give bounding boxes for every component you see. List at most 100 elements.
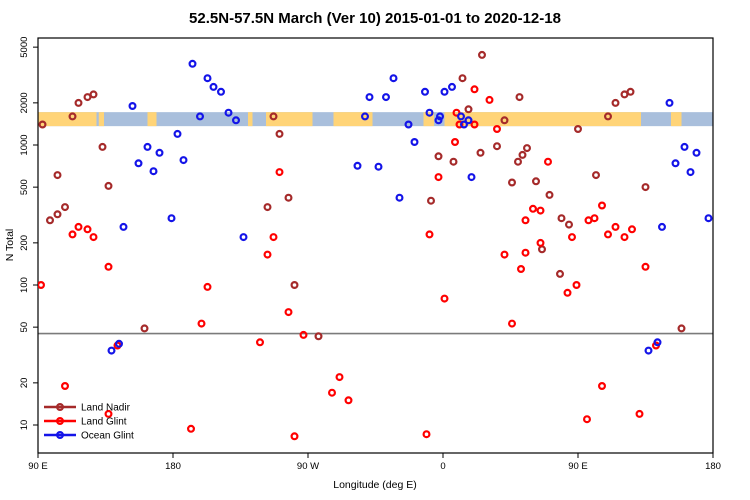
data-point-land-glint	[335, 373, 344, 382]
data-point-land-nadir	[140, 324, 149, 333]
y-tick-label: 10	[19, 420, 30, 431]
data-point-land-glint	[627, 225, 636, 234]
data-point-land-glint	[470, 85, 479, 94]
data-point-ocean-glint	[232, 116, 241, 125]
x-tick-label: 0	[440, 461, 445, 472]
data-point-ocean-glint	[173, 129, 182, 138]
y-tick-label: 20	[19, 378, 30, 389]
data-point-ocean-glint	[395, 193, 404, 202]
data-point-ocean-glint	[365, 93, 374, 102]
data-point-land-glint	[187, 424, 196, 433]
data-point-land-nadir	[38, 120, 47, 129]
data-point-ocean-glint	[671, 159, 680, 168]
band-land-segment	[98, 112, 104, 127]
data-point-land-nadir	[53, 171, 62, 180]
data-point-land-glint	[60, 382, 69, 391]
data-point-land-nadir	[493, 142, 502, 151]
chart-title: 52.5N-57.5N March (Ver 10) 2015-01-01 to…	[189, 10, 561, 27]
data-point-ocean-glint	[155, 148, 164, 157]
data-point-land-nadir	[478, 50, 487, 59]
x-tick-label: 180	[705, 461, 721, 472]
legend-marker-swatch	[55, 403, 64, 412]
data-point-land-glint	[422, 430, 431, 439]
data-point-ocean-glint	[460, 120, 469, 129]
data-point-land-glint	[104, 262, 113, 271]
data-point-land-nadir	[464, 105, 473, 114]
legend-marker-swatch	[55, 417, 64, 426]
data-point-land-glint	[89, 233, 98, 242]
data-point-land-nadir	[314, 332, 323, 341]
data-point-land-nadir	[620, 90, 629, 99]
data-point-land-glint	[263, 250, 272, 259]
data-point-land-nadir	[269, 112, 278, 121]
data-point-land-glint	[493, 124, 502, 133]
band-land-segment	[147, 112, 157, 127]
data-point-land-glint	[440, 294, 449, 303]
data-point-land-nadir	[53, 210, 62, 219]
data-point-land-nadir	[603, 112, 612, 121]
data-point-land-glint	[572, 281, 581, 290]
data-point-land-glint	[275, 168, 284, 177]
data-point-land-glint	[38, 281, 45, 289]
y-tick-label: 50	[19, 322, 30, 333]
data-point-ocean-glint	[128, 101, 137, 110]
data-point-land-nadir	[677, 324, 686, 333]
band-land-segment	[671, 112, 682, 127]
data-point-land-glint	[104, 409, 113, 418]
data-point-land-glint	[485, 95, 494, 104]
data-point-land-glint	[434, 173, 443, 182]
data-point-land-glint	[611, 222, 620, 231]
y-tick-label: 200	[19, 235, 30, 251]
axes-layer: 90 E 180 90 W 0 90 E 180 10 20 50 100 200 500 1000 20…	[19, 37, 721, 472]
data-point-land-nadir	[641, 183, 650, 192]
data-point-land-glint	[584, 216, 593, 225]
y-tick-label: 5000	[19, 37, 30, 58]
data-point-ocean-glint	[410, 138, 419, 147]
data-point-land-glint	[455, 120, 464, 129]
data-point-ocean-glint	[374, 162, 383, 171]
data-point-ocean-glint	[434, 116, 443, 125]
data-point-ocean-glint	[457, 112, 466, 121]
data-point-land-glint	[521, 248, 530, 257]
data-point-land-glint	[563, 288, 572, 297]
data-point-land-glint	[328, 388, 337, 397]
y-tick-label: 2000	[19, 92, 30, 113]
data-point-ocean-glint	[704, 214, 713, 223]
data-point-land-nadir	[500, 116, 509, 125]
data-point-land-nadir	[98, 142, 107, 151]
data-point-land-nadir	[515, 93, 524, 102]
data-point-land-nadir	[45, 216, 54, 225]
data-point-ocean-glint	[440, 87, 449, 96]
data-point-land-nadir	[573, 124, 582, 133]
data-point-land-glint	[641, 262, 650, 271]
data-point-land-glint	[543, 157, 552, 166]
x-tick-label: 90 E	[568, 461, 588, 472]
data-point-ocean-glint	[657, 222, 666, 231]
data-point-land-nadir	[74, 98, 83, 107]
legend-label: Land Nadir	[81, 403, 131, 414]
data-point-land-nadir	[290, 281, 299, 290]
points-layer	[38, 50, 713, 441]
data-point-land-nadir	[555, 269, 564, 278]
data-point-land-nadir	[60, 203, 69, 212]
data-point-ocean-glint	[644, 346, 653, 355]
data-point-ocean-glint	[448, 82, 457, 91]
data-point-ocean-glint	[179, 156, 188, 165]
data-point-ocean-glint	[224, 108, 233, 117]
data-point-land-nadir	[458, 74, 467, 83]
data-point-land-glint	[299, 330, 308, 339]
data-point-land-nadir	[476, 148, 485, 157]
data-point-land-nadir	[275, 129, 284, 138]
data-point-ocean-glint	[114, 339, 123, 348]
data-point-land-nadir	[284, 193, 293, 202]
data-point-land-glint	[284, 308, 293, 317]
data-point-land-nadir	[263, 203, 272, 212]
data-point-ocean-glint	[653, 338, 662, 347]
data-point-ocean-glint	[188, 59, 197, 68]
data-point-ocean-glint	[680, 142, 689, 151]
band-land-segment	[423, 112, 434, 127]
data-point-ocean-glint	[692, 148, 701, 157]
data-point-land-glint	[470, 120, 479, 129]
data-point-land-glint	[582, 415, 591, 424]
